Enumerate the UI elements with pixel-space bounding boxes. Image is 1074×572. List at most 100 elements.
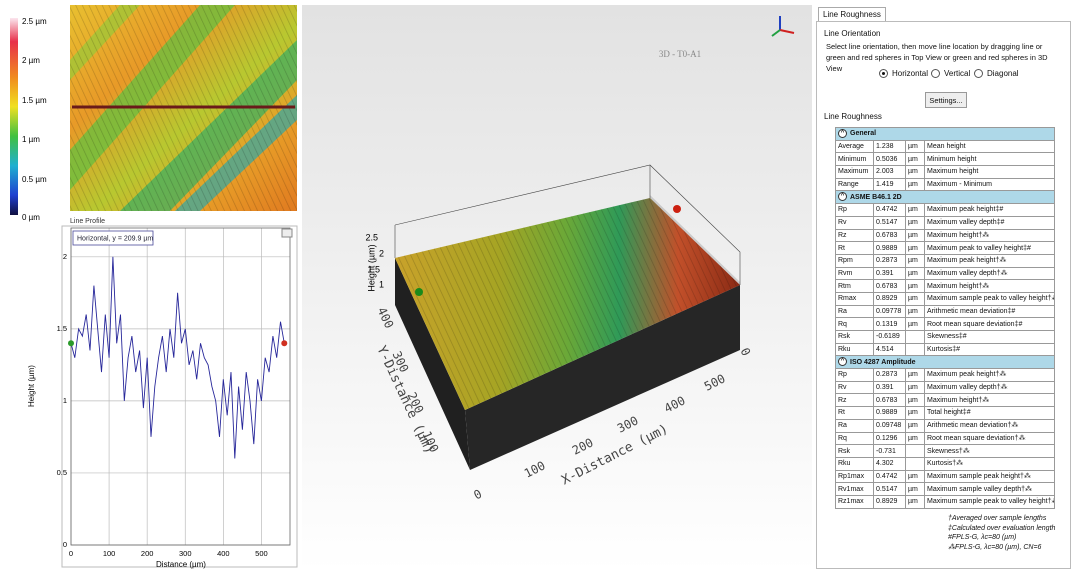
section-header[interactable]: ^ISO 4287 Amplitude [836,356,1055,369]
cell-param: Rt [836,407,874,420]
table-row: Rtm0.6783µmMaximum height†⁂ [836,280,1055,293]
cell-desc: Minimum height [925,153,1055,166]
cell-desc: Root mean square deviation‡# [925,318,1055,331]
page: Line Profile 00.511.520100200300400500 H… [0,0,1074,572]
cell-desc: Maximum sample peak to valley height†⁂ [925,495,1055,508]
height-tick-label: 2 [379,248,384,258]
colorbar-label: 0 µm [22,213,40,222]
cell-param: Rsk [836,331,874,344]
radio-label: Horizontal [892,69,928,78]
cell-param: Rv [836,216,874,229]
cell-desc: Kurtosis†⁂ [925,457,1055,470]
cell-desc: Maximum valley depth†⁂ [925,381,1055,394]
cell-desc: Kurtosis‡# [925,343,1055,356]
cell-param: Rp [836,204,874,217]
cell-param: Rp [836,369,874,382]
cell-param: Ra [836,419,874,432]
cell-param: Rtm [836,280,874,293]
cell-param: Maximum [836,166,874,179]
footnotes: †Averaged over sample lengths‡Calculated… [948,514,1055,552]
section-title: ^ASME B46.1 2D [836,191,1055,204]
footnote: #FPLS-G, λc=80 (µm) [948,533,1055,543]
x-tick-label: 200 [141,549,154,558]
cell-unit: µm [906,381,925,394]
cell-value: 0.8929 [874,495,906,508]
cell-unit: µm [906,178,925,191]
cell-value: 0.5036 [874,153,906,166]
cell-desc: Skewness†⁂ [925,445,1055,458]
cell-value: 4.302 [874,457,906,470]
section-label: ASME B46.1 2D [850,194,902,201]
section-header[interactable]: ^General [836,128,1055,141]
collapse-icon: ^ [838,192,847,201]
cell-param: Ra [836,305,874,318]
cell-desc: Maximum - Minimum [925,178,1055,191]
y-axis-label: Height (µm) [27,365,36,407]
radio-vertical[interactable]: Vertical [931,69,970,78]
cell-value: 0.1319 [874,318,906,331]
cell-unit: µm [906,432,925,445]
cell-param: Rz [836,394,874,407]
table-row: Rku4.514Kurtosis‡# [836,343,1055,356]
panel-title: Line Profile [70,218,105,225]
x-tick-label: 300 [179,549,192,558]
cell-value: 1.419 [874,178,906,191]
table-row: Rv1max0.5147µmMaximum sample valley dept… [836,483,1055,496]
cell-param: Range [836,178,874,191]
cell-param: Rq [836,318,874,331]
table-row: Rp1max0.4742µmMaximum sample peak height… [836,470,1055,483]
cell-unit: µm [906,216,925,229]
menu-button[interactable] [282,229,292,237]
table-row: Rku4.302Kurtosis†⁂ [836,457,1055,470]
legend-label: Horizontal, y = 209.9 µm [77,235,153,242]
radio-label: Vertical [944,69,970,78]
cell-value: 0.5147 [874,483,906,496]
radio-diagonal[interactable]: Diagonal [974,69,1019,78]
cell-param: Rku [836,343,874,356]
start-handle [68,340,74,346]
section-label: ISO 4287 Amplitude [850,359,915,366]
cell-desc: Maximum peak to valley height‡# [925,242,1055,255]
cell-value: 0.2873 [874,254,906,267]
height-tick-label: 2.5 [365,232,378,242]
cell-desc: Maximum height [925,166,1055,179]
section-header[interactable]: ^ASME B46.1 2D [836,191,1055,204]
cell-value: 0.9889 [874,407,906,420]
cell-unit: µm [906,292,925,305]
cell-unit: µm [906,242,925,255]
cell-unit: µm [906,280,925,293]
cell-desc: Maximum peak height†⁂ [925,254,1055,267]
table-row: Rmax0.8929µmMaximum sample peak to valle… [836,292,1055,305]
cell-value: 0.9889 [874,242,906,255]
tab[interactable]: Line Roughness [818,7,886,21]
cell-value: 0.4742 [874,204,906,217]
group-label: Line Roughness [824,112,882,121]
cell-desc: Maximum sample peak to valley height†⁂ [925,292,1055,305]
cell-desc: Maximum valley depth‡# [925,216,1055,229]
collapse-icon: ^ [838,357,847,366]
cell-unit: µm [906,204,925,217]
cell-unit: µm [906,166,925,179]
cell-unit: µm [906,305,925,318]
x-tick-label: 100 [103,549,116,558]
cell-unit: µm [906,153,925,166]
settings-button[interactable]: Settings... [925,92,967,108]
colorbar-label: 2.5 µm [22,17,47,26]
cell-desc: Mean height [925,140,1055,153]
height-tick-label: 1.5 [367,264,380,274]
radio-horizontal[interactable]: Horizontal [879,69,928,78]
cell-desc: Arithmetic mean deviation†⁂ [925,419,1055,432]
x-tick-label: 400 [217,549,230,558]
cell-value: -0.6189 [874,331,906,344]
collapse-icon: ^ [838,129,847,138]
cell-value: 0.5147 [874,216,906,229]
